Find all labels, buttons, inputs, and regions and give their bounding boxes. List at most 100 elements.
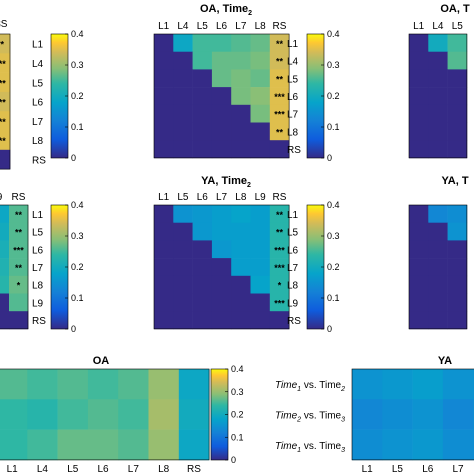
ya-time2-matrix-cell-r6-c1 (154, 293, 174, 312)
ya-comparison-matrix-row-label: Time1 vs. Time2 (275, 380, 345, 393)
ya-time3-matrix-cell-r2-c1 (409, 222, 429, 241)
ya-time1-matrix-col-label: RS (12, 192, 26, 203)
ya-time2-matrix-col-label: L1 (158, 192, 170, 203)
ya-time3-matrix-cell-r5-c2 (428, 275, 448, 294)
ya-time2-matrix-cell-r5-c6 (250, 275, 271, 294)
ya-time2-matrix-cell-r7-c7 (269, 311, 290, 330)
oa-time2-matrix-row-label: L7 (287, 110, 299, 121)
ya-time1-matrix-row-label: RS (32, 316, 46, 327)
oa-time2-matrix-row-label: L1 (287, 39, 299, 50)
oa-time1-matrix-col-label: RS (0, 19, 8, 30)
oa-time1-matrix-cell-r2-c1 (0, 53, 11, 73)
oa-time2-matrix-col-label: L5 (197, 21, 209, 32)
oa-time1-matrix-cell-r7-c1 (0, 149, 11, 170)
ya-comparison-matrix-row-label: Time1 vs. Time3 (275, 441, 345, 454)
ya-time1-matrix-cell-r6-c1 (0, 293, 10, 312)
oa-time2-matrix-cell-r1-c5 (231, 34, 251, 52)
oa-time1-matrix-colorbar-tick-label: 0.4 (71, 29, 84, 39)
oa-comparison-matrix-title: OA (93, 355, 110, 367)
ya-time1-matrix-cell-r2-c1 (0, 222, 10, 241)
ya-time2-matrix-cell-r6-c7 (269, 293, 290, 312)
oa-time2-matrix-cell-r1-c1 (154, 34, 174, 52)
oa-time2-matrix-cell-r6-c4 (211, 122, 232, 141)
oa-comparison-matrix-cell-r1-c6 (148, 369, 180, 400)
oa-time3-matrix-cell-r5-c3 (447, 104, 468, 123)
ya-time2-matrix-cell-r1-c3 (192, 205, 213, 223)
oa-time2-matrix-cell-r1-c4 (211, 34, 232, 52)
ya-time2-matrix-cell-r6-c3 (192, 293, 213, 312)
oa-comparison-matrix-cell-r1-c2 (27, 369, 58, 400)
oa-time2-matrix-title: OA, Time2 (200, 3, 252, 17)
ya-time2-matrix-cell-r1-c2 (173, 205, 193, 223)
oa-time2-matrix-cell-r1-c2 (173, 34, 193, 52)
oa-time1-matrix-cell-r5-c1 (0, 111, 11, 131)
oa-comparison-matrix-cell-r1-c4 (87, 369, 119, 400)
ya-time2-matrix-row-label: L1 (287, 210, 299, 221)
oa-time3-matrix-cell-r4-c2 (428, 87, 448, 106)
ya-comparison-matrix-cell-r1-c2 (382, 369, 413, 400)
ya-time1-matrix-significance-stars: *** (13, 245, 24, 255)
ya-time1-matrix-cell-r3-c1 (0, 240, 10, 259)
ya-time1-matrix-cell-r3-c2 (9, 240, 29, 259)
ya-time2-matrix-cell-r5-c5 (231, 275, 251, 294)
oa-time2-matrix-significance-stars: ** (276, 57, 284, 67)
oa-comparison-matrix-col-label: L1 (7, 464, 19, 474)
oa-time3-matrix-cell-r3-c1 (409, 69, 429, 88)
ya-time2-matrix-col-label: L5 (177, 192, 189, 203)
oa-time2-matrix-cell-r7-c7 (269, 140, 290, 159)
oa-comparison-matrix-cell-r1-c3 (57, 369, 89, 400)
oa-comparison-matrix-col-label: RS (187, 464, 201, 474)
ya-time1-matrix-cell-r5-c2 (9, 275, 29, 294)
oa-time1-matrix-significance-stars: *** (0, 136, 6, 146)
ya-time2-matrix-cell-r1-c6 (250, 205, 271, 223)
ya-time3-matrix-cell-r4-c2 (428, 258, 448, 277)
ya-time2-matrix-cell-r4-c7 (269, 258, 290, 277)
oa-comparison-matrix-cell-r3-c6 (148, 429, 180, 461)
oa-time1-matrix-frame (0, 33, 11, 170)
ya-comparison-matrix-col-label: L1 (362, 464, 374, 474)
oa-comparison-matrix-cell-r3-c5 (118, 429, 149, 461)
oa-time1-matrix-significance-stars: *** (0, 98, 6, 108)
ya-time3-matrix-cell-r1-c3 (447, 205, 468, 223)
ya-time2-matrix-col-label: L9 (255, 192, 267, 203)
ya-time3-matrix-cell-r6-c2 (428, 293, 448, 312)
ya-time2-matrix-significance-stars: ** (276, 228, 284, 238)
ya-time2-matrix-significance-stars: *** (274, 263, 285, 273)
oa-time1-matrix-row-label: L1 (32, 40, 44, 51)
ya-time2-matrix-cell-r4-c4 (211, 258, 232, 277)
ya-time2-matrix-cell-r1-c7 (269, 205, 290, 223)
ya-time2-matrix-cell-r7-c1 (154, 311, 174, 330)
oa-time2-matrix-cell-r2-c7 (269, 51, 290, 70)
oa-time2-matrix-cell-r5-c5 (231, 104, 251, 123)
oa-time2-matrix-cell-r4-c6 (250, 87, 271, 106)
ya-time2-matrix-significance-stars: *** (274, 245, 285, 255)
ya-time2-matrix-cell-r5-c4 (211, 275, 232, 294)
ya-time2-matrix-row-label: L8 (287, 281, 299, 292)
oa-time2-matrix-significance-stars: ** (276, 127, 284, 137)
oa-time2-matrix-significance-stars: *** (274, 92, 285, 102)
oa-time3-matrix-cell-r2-c3 (447, 51, 468, 70)
oa-time2-matrix-colorbar-tick-label: 0.2 (327, 91, 340, 101)
ya-time2-matrix-row-label: L5 (287, 228, 299, 239)
oa-time1-matrix-significance-stars: *** (0, 59, 6, 69)
oa-time2-matrix-cell-r3-c2 (173, 69, 193, 88)
ya-time3-matrix-cell-r1-c1 (409, 205, 429, 223)
oa-comparison-matrix-cell-r3-c4 (87, 429, 119, 461)
ya-time3-matrix-cell-r3-c3 (447, 240, 468, 259)
oa-comparison-matrix-col-label: L7 (128, 464, 140, 474)
oa-time3-matrix-cell-r5-c1 (409, 104, 429, 123)
ya-time1-matrix-significance-stars: ** (15, 210, 23, 220)
oa-time2-matrix-col-label: L6 (216, 21, 228, 32)
oa-time2-matrix-cell-r7-c5 (231, 140, 251, 159)
ya-time1-matrix-row-label: L8 (32, 281, 44, 292)
ya-comparison-matrix-cell-r2-c3 (412, 399, 444, 430)
ya-time3-matrix-cell-r6-c1 (409, 293, 429, 312)
oa-comparison-matrix-cell-r2-c3 (57, 399, 89, 430)
oa-time2-matrix-significance-stars: ** (276, 39, 284, 49)
oa-time1-matrix-row-label: L6 (32, 98, 44, 109)
ya-time2-matrix-frame (153, 204, 290, 330)
oa-comparison-matrix-cell-r2-c4 (87, 399, 119, 430)
ya-time2-matrix-cell-r3-c1 (154, 240, 174, 259)
oa-time2-matrix-cell-r7-c6 (250, 140, 271, 159)
